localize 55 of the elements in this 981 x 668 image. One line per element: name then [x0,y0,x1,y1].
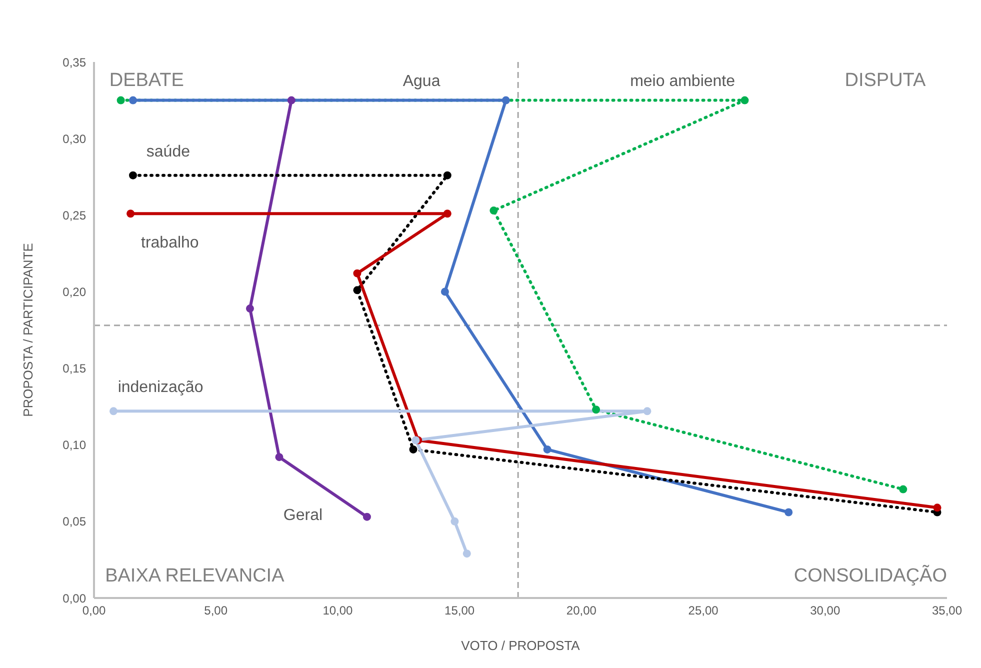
point [246,304,254,313]
point [899,485,908,494]
annotation: BAIXA RELEVANCIA [105,566,285,587]
point [353,269,362,278]
point [643,407,652,416]
x-tick-label: 20,00 [566,604,597,618]
point [592,406,600,414]
y-tick-label: 0,10 [62,438,86,452]
y-tick-label: 0,05 [62,514,86,529]
y-tick-label: 0,25 [62,208,86,222]
y-axis-title: PROPOSTA / PARTICIPANTE [20,242,36,417]
point [126,210,135,218]
point [543,445,552,454]
point [443,171,452,180]
point [128,96,137,104]
x-tick-label: 5,00 [204,604,228,618]
x-tick-label: 35,00 [932,604,962,618]
point [450,517,459,526]
y-tick-label: 0,15 [62,362,86,376]
x-tick-label: 10,00 [322,604,354,618]
annotation: DISPUTA [844,70,926,91]
y-tick-label: 0,35 [62,55,86,70]
point [440,288,449,296]
series-label: indenização [118,379,204,396]
point [490,206,498,215]
series-label: saúde [146,143,190,160]
annotation: DEBATE [109,70,184,91]
point [412,436,420,444]
point [116,96,125,104]
annotation: CONSOLIDAÇÃO [794,564,947,587]
point [275,453,284,462]
point [933,504,942,512]
point [109,407,118,416]
series-label: Agua [402,73,440,90]
point [502,96,510,104]
point [784,508,793,516]
point [409,445,418,454]
x-axis-title: VOTO / PROPOSTA [461,638,580,653]
x-tick-label: 30,00 [810,604,840,618]
y-tick-label: 0,30 [62,132,86,146]
point [287,96,296,104]
point [740,96,749,104]
series-label: Geral [283,507,323,524]
x-tick-label: 0,00 [82,604,106,618]
point [362,512,371,521]
point [443,210,452,218]
series-label: meio ambiente [630,73,736,90]
point [353,286,362,294]
x-tick-label: 25,00 [688,604,719,618]
point [462,550,471,558]
x-tick-label: 15,00 [444,604,475,618]
series-label: trabalho [141,234,199,252]
point [128,171,137,180]
y-tick-label: 0,20 [62,284,86,299]
y-tick-label: 0,00 [62,591,86,606]
